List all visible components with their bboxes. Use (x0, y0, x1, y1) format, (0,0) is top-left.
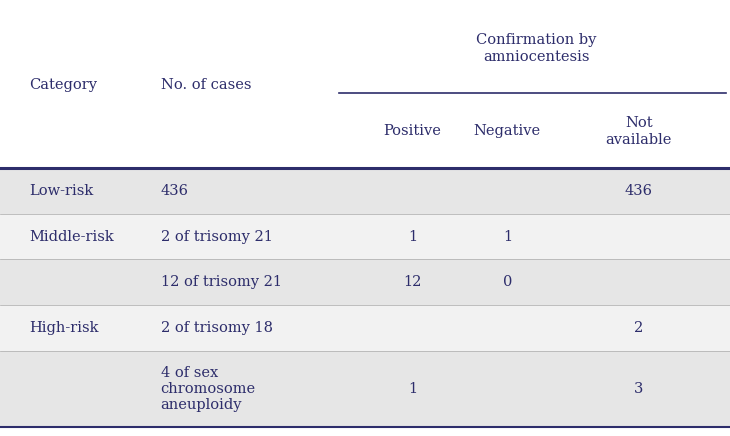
FancyBboxPatch shape (0, 259, 730, 305)
Text: High-risk: High-risk (29, 321, 99, 335)
Text: 2: 2 (634, 321, 643, 335)
Text: No. of cases: No. of cases (161, 78, 251, 92)
Text: Negative: Negative (474, 124, 541, 138)
FancyBboxPatch shape (0, 168, 730, 214)
Text: 1: 1 (503, 229, 512, 244)
Text: Confirmation by
amniocentesis: Confirmation by amniocentesis (477, 34, 596, 64)
FancyBboxPatch shape (0, 214, 730, 259)
Text: 436: 436 (161, 184, 188, 198)
Text: 436: 436 (625, 184, 653, 198)
Text: Low-risk: Low-risk (29, 184, 93, 198)
Text: Positive: Positive (383, 124, 442, 138)
Text: 4 of sex
chromosome
aneuploidy: 4 of sex chromosome aneuploidy (161, 366, 255, 412)
FancyBboxPatch shape (0, 305, 730, 351)
FancyBboxPatch shape (0, 2, 730, 168)
Text: 2 of trisomy 21: 2 of trisomy 21 (161, 229, 272, 244)
Text: 2 of trisomy 18: 2 of trisomy 18 (161, 321, 272, 335)
Text: 1: 1 (408, 229, 417, 244)
FancyBboxPatch shape (0, 351, 730, 427)
Text: 12 of trisomy 21: 12 of trisomy 21 (161, 275, 282, 290)
Text: 12: 12 (403, 275, 422, 290)
Text: 1: 1 (408, 382, 417, 396)
Text: 3: 3 (634, 382, 643, 396)
Text: Middle-risk: Middle-risk (29, 229, 114, 244)
Text: Not
available: Not available (606, 116, 672, 146)
Text: Category: Category (29, 78, 97, 92)
Text: 0: 0 (503, 275, 512, 290)
